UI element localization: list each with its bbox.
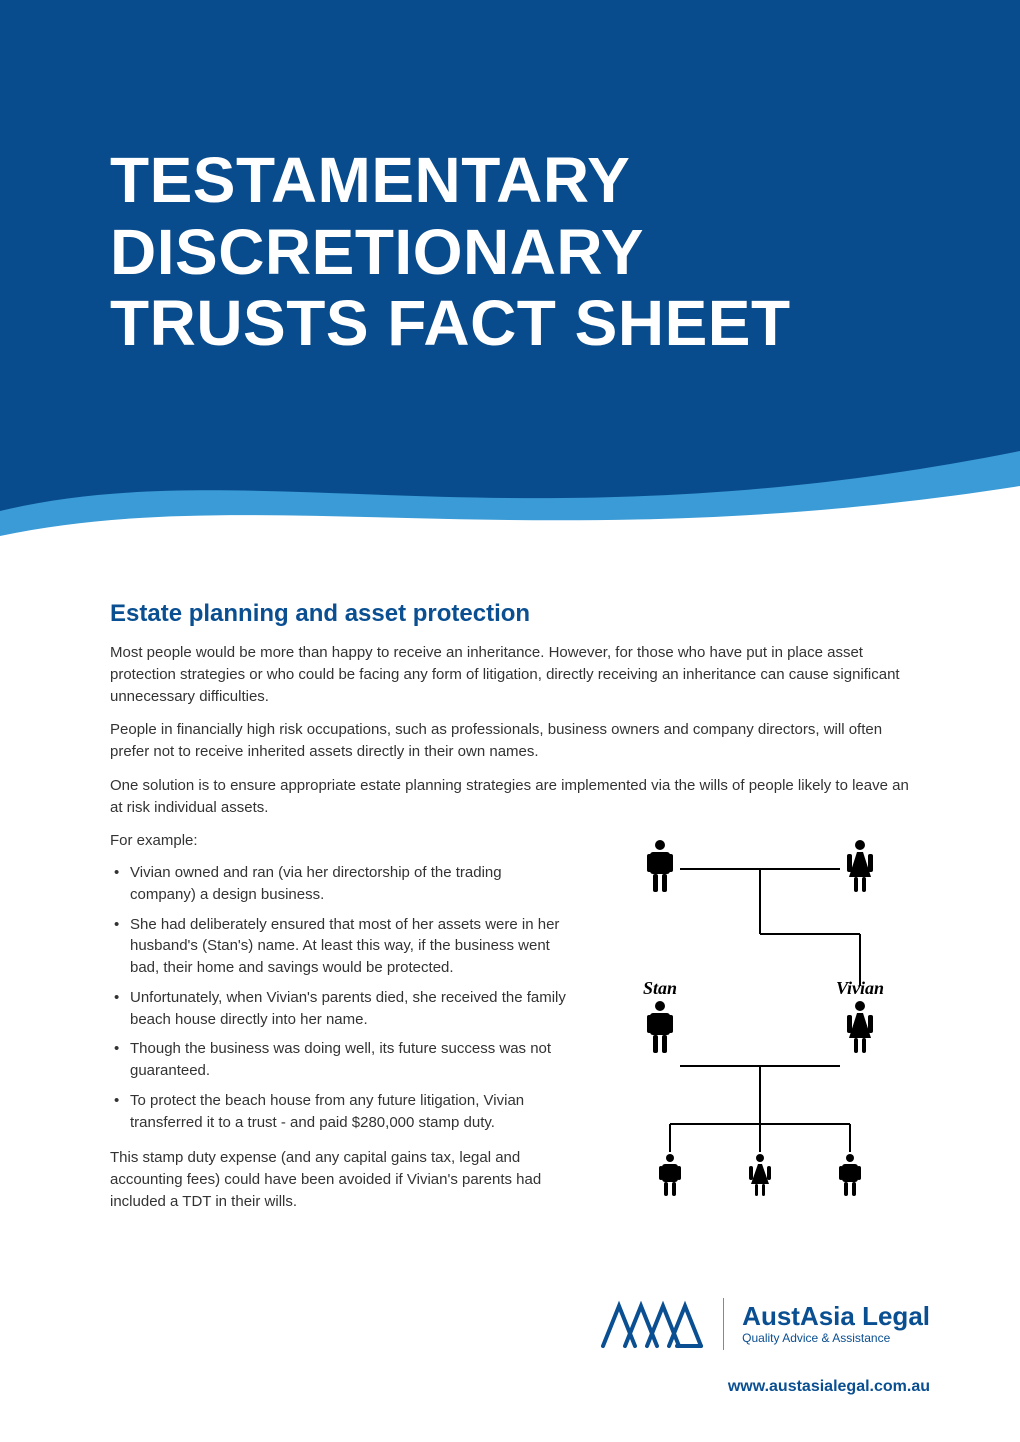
hero-banner: TESTAMENTARY DISCRETIONARY TRUSTS FACT S…: [0, 0, 1020, 560]
family-tree-column: Stan Vivian: [590, 830, 910, 1219]
brand-tagline: Quality Advice & Assistance: [742, 1331, 930, 1345]
person-icon-female: [749, 1154, 771, 1196]
brand-mark-icon: [595, 1296, 705, 1352]
title-line-3: TRUSTS FACT SHEET: [110, 288, 791, 360]
bullet-item: Though the business was doing well, its …: [110, 1038, 570, 1082]
bullet-item: Unfortunately, when Vivian's parents die…: [110, 987, 570, 1031]
intro-paragraph-3: One solution is to ensure appropriate es…: [110, 775, 910, 819]
person-icon-male: [839, 1154, 861, 1196]
title-line-1: TESTAMENTARY: [110, 145, 791, 217]
example-two-column: For example: Vivian owned and ran (via h…: [110, 830, 910, 1219]
example-text-column: For example: Vivian owned and ran (via h…: [110, 830, 570, 1212]
brand-text: AustAsia Legal Quality Advice & Assistan…: [742, 1303, 930, 1345]
brand-logo-block: AustAsia Legal Quality Advice & Assistan…: [595, 1296, 930, 1352]
person-label-vivian: Vivian: [836, 978, 884, 998]
example-conclusion: This stamp duty expense (and any capital…: [110, 1147, 570, 1212]
person-icon-male: [659, 1154, 681, 1196]
person-icon-female: [847, 1001, 873, 1053]
example-lead: For example:: [110, 830, 570, 852]
family-tree-diagram: Stan Vivian: [590, 834, 910, 1214]
wave-decoration: [0, 441, 1020, 560]
person-label-stan: Stan: [643, 978, 677, 998]
bullet-item: Vivian owned and ran (via her directorsh…: [110, 862, 570, 906]
section-heading: Estate planning and asset protection: [110, 600, 910, 628]
footer-url: www.austasialegal.com.au: [728, 1378, 930, 1396]
logo-divider: [723, 1298, 724, 1350]
example-bullet-list: Vivian owned and ran (via her directorsh…: [110, 862, 570, 1133]
bullet-item: To protect the beach house from any futu…: [110, 1090, 570, 1134]
content-area: Estate planning and asset protection Mos…: [0, 560, 1020, 1219]
page-title: TESTAMENTARY DISCRETIONARY TRUSTS FACT S…: [110, 145, 791, 360]
person-icon-male: [647, 840, 673, 892]
intro-paragraph-2: People in financially high risk occupati…: [110, 719, 910, 763]
person-icon-male: [647, 1001, 673, 1053]
bullet-item: She had deliberately ensured that most o…: [110, 914, 570, 979]
title-line-2: DISCRETIONARY: [110, 217, 791, 289]
brand-name: AustAsia Legal: [742, 1303, 930, 1329]
intro-paragraph-1: Most people would be more than happy to …: [110, 642, 910, 707]
person-icon-female: [847, 840, 873, 892]
